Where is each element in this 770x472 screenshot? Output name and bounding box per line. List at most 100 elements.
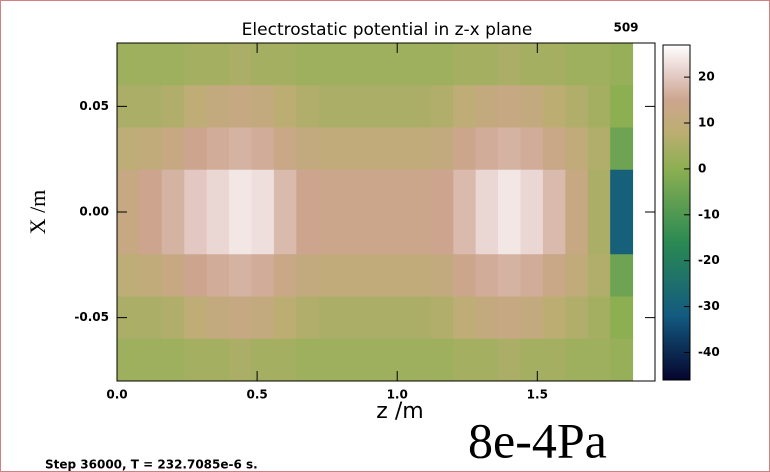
heat-cell <box>542 85 566 128</box>
heat-cell <box>296 85 320 128</box>
y-axis-label: X /m <box>25 190 50 235</box>
heat-cell <box>184 254 208 297</box>
heat-cell <box>408 338 432 382</box>
heat-cell <box>251 43 275 86</box>
heat-cell <box>475 338 499 382</box>
heat-cell <box>251 338 275 382</box>
heat-cell <box>520 169 544 213</box>
heat-cell <box>453 338 477 382</box>
heat-cell <box>117 127 140 171</box>
heat-cell <box>229 127 252 171</box>
heat-cell <box>206 338 230 382</box>
heat-cell <box>565 43 589 86</box>
heat-cell <box>386 43 409 86</box>
heat-cell <box>453 85 477 128</box>
heat-cell <box>408 212 432 255</box>
heat-cell <box>565 127 589 171</box>
heat-cell <box>184 212 208 255</box>
heat-cell <box>206 212 230 255</box>
heat-cell <box>229 338 252 382</box>
heat-cell <box>139 212 163 255</box>
heat-cell <box>498 254 521 297</box>
heat-cell <box>184 169 208 213</box>
heat-cell <box>386 296 409 340</box>
heat-cell <box>453 43 477 86</box>
heat-cell <box>610 254 634 297</box>
heat-cell <box>565 212 589 255</box>
heat-cell <box>206 85 230 128</box>
heat-cell <box>610 85 634 128</box>
heat-cell <box>587 254 611 297</box>
heat-cell <box>565 169 589 213</box>
heat-cell <box>318 254 342 297</box>
corner-label: 509 <box>613 21 638 35</box>
heat-cell <box>587 169 611 213</box>
annotation: 8e-4Pa <box>468 412 607 468</box>
heat-cell <box>206 296 230 340</box>
heat-cell <box>610 169 634 213</box>
heat-cell <box>251 212 275 255</box>
heat-cell <box>520 43 544 86</box>
heat-cell <box>229 254 252 297</box>
heat-cell <box>408 43 432 86</box>
heat-cell <box>139 43 163 86</box>
heat-cell <box>363 254 387 297</box>
heat-cell <box>610 212 634 255</box>
heat-cell <box>430 169 454 213</box>
heat-cell <box>498 43 521 86</box>
heat-cell <box>273 212 297 255</box>
heat-cell <box>430 85 454 128</box>
heat-cell <box>318 212 342 255</box>
heat-cell <box>139 254 163 297</box>
heat-cell <box>273 43 297 86</box>
heat-cell <box>251 254 275 297</box>
heat-cell <box>520 212 544 255</box>
heat-cell <box>475 127 499 171</box>
heat-cell <box>363 43 387 86</box>
heat-cell <box>498 169 521 213</box>
heat-cell <box>184 127 208 171</box>
heat-cell <box>296 43 320 86</box>
heat-cell <box>386 254 409 297</box>
heat-cell <box>408 254 432 297</box>
heat-cell <box>453 254 477 297</box>
heat-cell <box>386 169 409 213</box>
colorbar-tick-label: 0 <box>698 161 706 175</box>
heat-cell <box>386 212 409 255</box>
heat-cell <box>408 85 432 128</box>
heat-cell <box>408 127 432 171</box>
colorbar-tick-label: 20 <box>698 70 715 84</box>
heat-cell <box>117 43 140 86</box>
heat-cell <box>229 169 252 213</box>
heat-cell <box>273 254 297 297</box>
heat-cell <box>273 127 297 171</box>
heat-cell <box>610 338 634 382</box>
heat-cell <box>453 212 477 255</box>
heat-cell <box>318 43 342 86</box>
heat-cell <box>587 85 611 128</box>
heat-cell <box>161 85 185 128</box>
heat-cell <box>363 169 387 213</box>
heat-cell <box>206 127 230 171</box>
heat-cell <box>587 127 611 171</box>
heat-cell <box>251 127 275 171</box>
heat-cell <box>498 127 521 171</box>
heat-cell <box>184 338 208 382</box>
heat-cell <box>139 85 163 128</box>
heat-cell <box>273 85 297 128</box>
heat-cell <box>363 338 387 382</box>
heat-cell <box>117 85 140 128</box>
heat-cell <box>363 85 387 128</box>
heat-cell <box>430 43 454 86</box>
heat-cell <box>229 85 252 128</box>
heat-cell <box>498 338 521 382</box>
heat-cell <box>565 338 589 382</box>
heat-cell <box>565 254 589 297</box>
heat-cell <box>453 296 477 340</box>
heat-cell <box>341 212 365 255</box>
heat-cell <box>139 169 163 213</box>
x-axis-label: z /m <box>376 399 423 424</box>
chart-title: Electrostatic potential in z-x plane <box>242 20 533 40</box>
